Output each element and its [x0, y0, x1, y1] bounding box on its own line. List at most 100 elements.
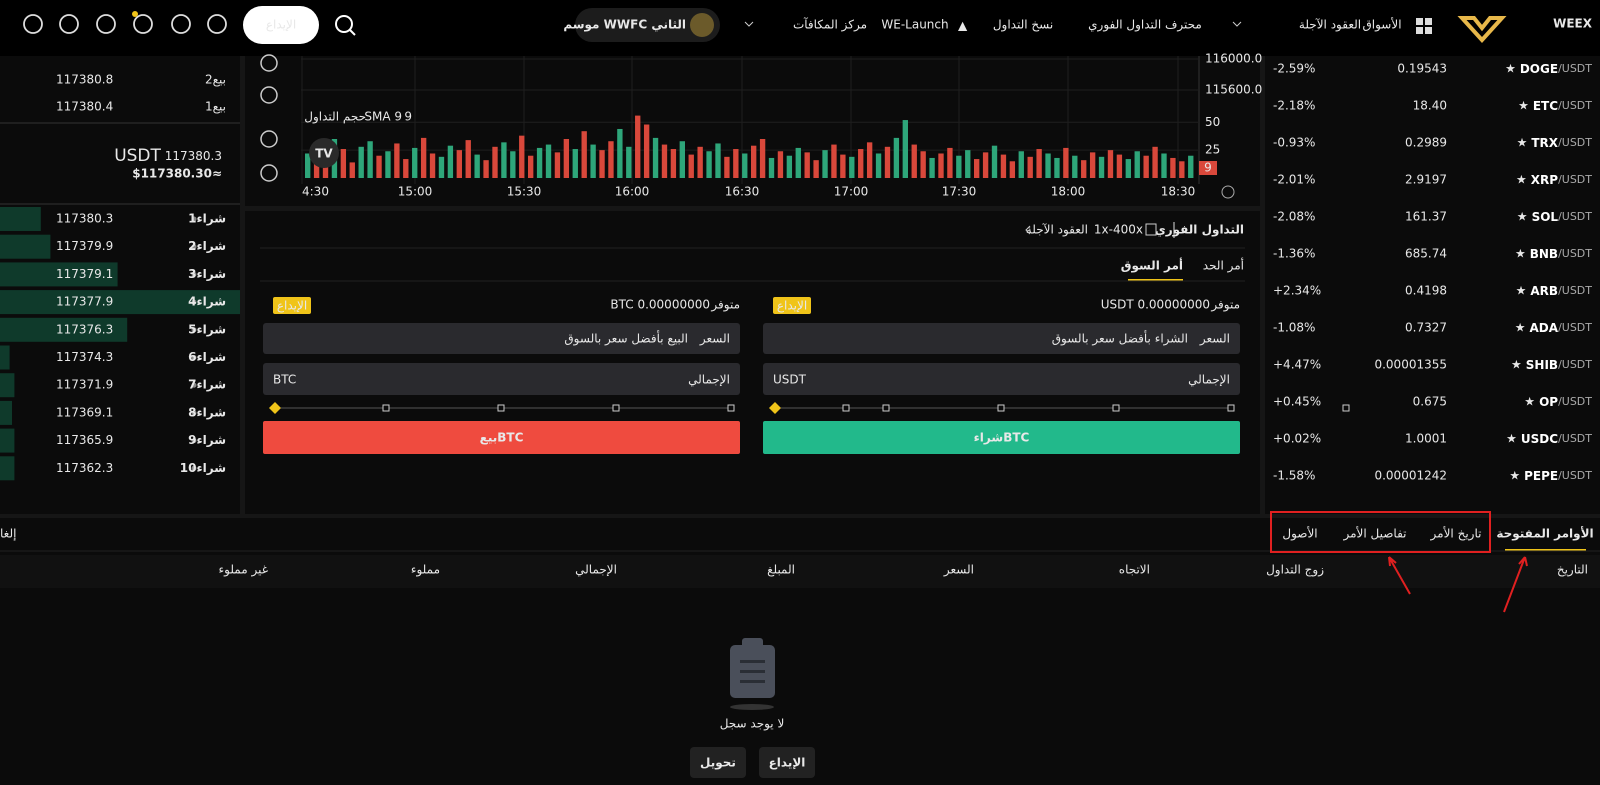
submit-label[interactable]: بيعBTC	[480, 431, 524, 445]
total-input[interactable]	[763, 363, 1240, 395]
cancel-all[interactable]: إلغا	[0, 527, 16, 541]
symbol[interactable]: TRX	[1531, 136, 1558, 150]
volume-tick-label: 25	[1205, 143, 1220, 157]
deposit-chip-label[interactable]: الإيداع	[777, 299, 807, 313]
chart-tool[interactable]	[260, 130, 278, 148]
slider-dot	[1112, 404, 1120, 412]
symbol[interactable]: ETC	[1533, 99, 1558, 113]
order-type-tab[interactable]: أمر السوق	[1121, 258, 1183, 274]
slider-dot	[1227, 404, 1235, 412]
chart-tool[interactable]	[260, 54, 278, 72]
volume-bar	[1089, 152, 1096, 178]
symbol[interactable]: SHIB	[1526, 358, 1558, 372]
orders-tab[interactable]: تاريخ الأمر	[1430, 526, 1482, 542]
volume-bar	[358, 146, 364, 178]
quote: /USDT	[1558, 247, 1592, 260]
symbol[interactable]: USDC	[1521, 432, 1558, 446]
price-input[interactable]	[763, 323, 1240, 354]
deposit-button[interactable]	[243, 6, 319, 44]
market-price: 0.675	[1413, 395, 1447, 409]
volume-bar	[367, 141, 373, 178]
depth-bar	[0, 234, 51, 259]
symbol[interactable]: BNB	[1530, 247, 1558, 261]
volume-bar	[385, 151, 391, 178]
volume-bar	[1054, 157, 1060, 178]
action-button[interactable]	[759, 747, 815, 778]
total-input[interactable]	[263, 363, 740, 395]
slider-handle[interactable]	[269, 402, 281, 414]
submit-button[interactable]	[263, 421, 740, 454]
bid-label: شراء5	[188, 322, 226, 336]
volume-bar	[590, 144, 596, 178]
symbol[interactable]: PEPE	[1524, 469, 1558, 483]
chart-tool[interactable]	[260, 86, 278, 104]
favorite-star[interactable]: ★	[1516, 284, 1527, 298]
total-label: الإجمالي	[688, 373, 730, 387]
slider-dot	[382, 404, 390, 412]
chart-settings[interactable]	[1221, 185, 1235, 199]
symbol[interactable]: DOGE	[1520, 62, 1558, 76]
favorite-star[interactable]: ★	[1506, 432, 1517, 446]
favorite-star[interactable]: ★	[1518, 99, 1529, 113]
action-label[interactable]: الإيداع	[769, 756, 806, 770]
volume-bar	[902, 120, 908, 178]
favorite-star[interactable]: ★	[1517, 210, 1528, 224]
logo[interactable]: WEEX	[1457, 16, 1593, 43]
orders-tab[interactable]: الأصول	[1282, 526, 1317, 542]
order-type-tab[interactable]: أمر الحد	[1203, 258, 1244, 274]
bid-label: شراء8	[188, 405, 226, 419]
favorite-star[interactable]: ★	[1515, 321, 1526, 335]
favorite-star[interactable]: ★	[1517, 136, 1528, 150]
orders-tab[interactable]: تفاصيل الأمر	[1342, 526, 1406, 542]
symbol[interactable]: XRP	[1531, 173, 1558, 187]
favorite-star[interactable]: ★	[1511, 358, 1522, 372]
action-button[interactable]	[690, 747, 746, 778]
volume-bar	[581, 131, 587, 178]
market-change: -1.08%	[1273, 321, 1315, 335]
volume-bar	[777, 151, 784, 178]
depth-bar	[0, 456, 15, 481]
depth-bar	[0, 262, 118, 287]
deposit-label[interactable]: الإيداع	[266, 18, 296, 32]
orders-tab[interactable]: الأوامر المفتوحة	[1496, 526, 1593, 542]
deposit-chip[interactable]	[273, 297, 311, 314]
chart-tool[interactable]	[260, 164, 278, 182]
price-input[interactable]	[263, 323, 740, 354]
volume-bar	[1009, 161, 1016, 178]
volume-bar	[510, 151, 516, 178]
deposit-chip[interactable]	[773, 297, 811, 314]
nav-item[interactable]: الأسواق	[1362, 17, 1401, 33]
season-label[interactable]: موسم WWFC الثاني	[563, 18, 686, 33]
nav-item[interactable]: العقود الآجلة	[1299, 18, 1361, 33]
fiat-price: $117380.30≈	[132, 167, 222, 181]
volume-bar	[965, 150, 971, 178]
favorite-star[interactable]: ★	[1515, 247, 1526, 261]
symbol[interactable]: SOL	[1532, 210, 1559, 224]
nav-item[interactable]: نسخ التداول	[993, 18, 1053, 33]
symbol[interactable]: ARB	[1530, 284, 1558, 298]
slider-handle[interactable]	[769, 402, 781, 414]
volume-bar	[483, 160, 489, 178]
nav-item[interactable]: محترف التداول الفوري	[1088, 18, 1202, 33]
symbol[interactable]: OP	[1539, 395, 1558, 409]
nav-item[interactable]: WE-Launch	[881, 18, 948, 32]
x-tick-label: 16:30	[725, 185, 760, 199]
logo-text[interactable]: WEEX	[1553, 17, 1593, 31]
favorite-star[interactable]: ★	[1509, 469, 1520, 483]
volume-bar	[420, 137, 427, 178]
nav-item[interactable]: مركز المكافآت	[793, 17, 867, 33]
deposit-chip-label[interactable]: الإيداع	[277, 299, 307, 313]
symbol[interactable]: ADA	[1530, 321, 1559, 335]
tv-logo-text: TV	[315, 147, 333, 161]
favorite-star[interactable]: ★	[1524, 395, 1535, 409]
favorite-star[interactable]: ★	[1505, 62, 1516, 76]
submit-label[interactable]: شراءBTC	[974, 431, 1030, 445]
market-panel	[1265, 56, 1600, 514]
action-label[interactable]: تحويل	[700, 756, 736, 771]
favorite-star[interactable]: ★	[1516, 173, 1527, 187]
volume-bar	[340, 149, 347, 178]
submit-button[interactable]	[763, 421, 1240, 454]
market-price: 18.40	[1413, 99, 1447, 113]
volume-bar	[554, 152, 561, 178]
header-row	[0, 555, 1600, 588]
